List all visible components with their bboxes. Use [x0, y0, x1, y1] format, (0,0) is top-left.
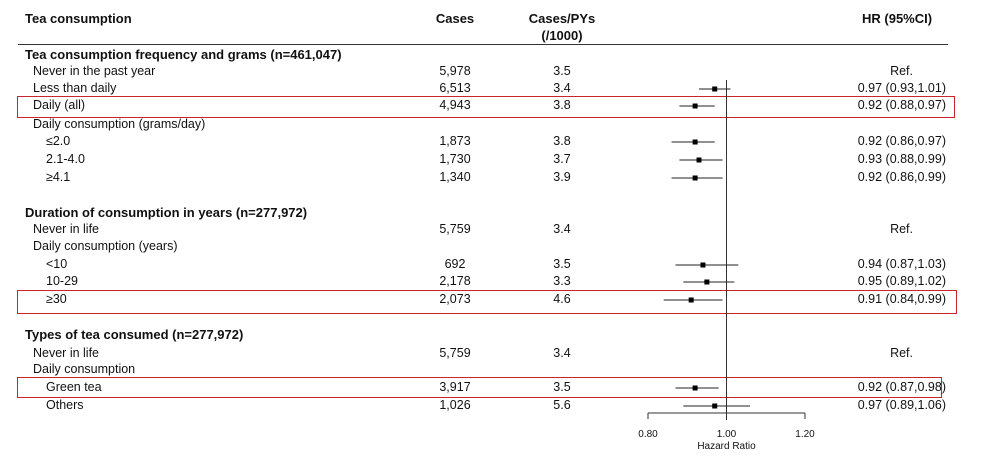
row-label: Others	[46, 398, 84, 412]
hr-point-marker	[688, 297, 694, 303]
row-rate: 3.5	[553, 64, 571, 78]
x-tick-label: 1.20	[795, 429, 815, 440]
row-hr-ci: Ref.	[890, 64, 913, 78]
hr-point-marker	[712, 403, 718, 409]
row-hr-ci: 0.92 (0.87,0.98)	[857, 380, 946, 394]
row-hr-ci: Ref.	[890, 222, 913, 236]
row-label: Daily consumption (grams/day)	[33, 117, 206, 131]
section-title-frequency: Tea consumption frequency and grams (n=4…	[25, 47, 342, 62]
row-cases: 3,917	[439, 380, 471, 394]
row-cases: 1,340	[439, 170, 471, 184]
row-cases: 2,073	[439, 292, 471, 306]
row-label: ≥30	[46, 292, 67, 306]
row-rate: 3.4	[553, 346, 571, 360]
row-cases: 5,978	[439, 64, 471, 78]
row-rate: 3.7	[553, 152, 571, 166]
hr-point-marker	[704, 279, 710, 285]
row-cases: 1,730	[439, 152, 471, 166]
row-hr-ci: 0.92 (0.88,0.97)	[857, 98, 946, 112]
row-label: Never in life	[33, 222, 99, 236]
row-cases: 6,513	[439, 81, 471, 95]
row-hr-ci: 0.92 (0.86,0.97)	[857, 134, 946, 148]
row-hr-ci: 0.93 (0.88,0.99)	[857, 152, 946, 166]
row-label: ≥4.1	[46, 170, 71, 184]
row-rate: 3.3	[553, 274, 571, 288]
header-tea-consumption: Tea consumption	[25, 11, 132, 26]
row-hr-ci: 0.95 (0.89,1.02)	[857, 274, 946, 288]
row-label: Daily (all)	[33, 98, 86, 112]
row-hr-ci: 0.94 (0.87,1.03)	[857, 257, 946, 271]
row-cases: 1,026	[439, 398, 471, 412]
row-cases: 5,759	[439, 222, 471, 236]
row-label: ≤2.0	[46, 134, 71, 148]
row-cases: 4,943	[439, 98, 471, 112]
row-rate: 3.5	[553, 257, 571, 271]
section-title-types: Types of tea consumed (n=277,972)	[25, 327, 244, 342]
row-label: <10	[46, 257, 68, 271]
section-title-duration: Duration of consumption in years (n=277,…	[25, 205, 308, 220]
highlight-box-green-tea	[17, 377, 942, 398]
row-rate: 5.6	[553, 398, 571, 412]
x-axis-title: Hazard Ratio	[697, 441, 756, 452]
row-label: 2.1-4.0	[46, 152, 85, 166]
row-label: 10-29	[46, 274, 78, 288]
hr-point-marker	[712, 86, 718, 92]
row-hr-ci: Ref.	[890, 346, 913, 360]
row-cases: 5,759	[439, 346, 471, 360]
hr-point-marker	[692, 385, 698, 391]
x-tick-label: 1.00	[717, 429, 737, 440]
row-rate: 3.9	[553, 170, 571, 184]
hr-point-marker	[692, 103, 698, 109]
hr-point-marker	[700, 262, 706, 268]
row-hr-ci: 0.97 (0.93,1.01)	[857, 81, 946, 95]
row-rate: 3.4	[553, 81, 571, 95]
hr-point-marker	[692, 175, 698, 181]
highlight-box-daily-all	[17, 96, 955, 118]
header-cases: Cases	[435, 11, 475, 26]
hr-point-marker	[692, 139, 698, 145]
row-rate: 3.5	[553, 380, 571, 394]
row-label: Never in life	[33, 346, 99, 360]
row-rate: 3.8	[553, 98, 571, 112]
row-hr-ci: 0.91 (0.84,0.99)	[857, 292, 946, 306]
row-hr-ci: 0.97 (0.89,1.06)	[857, 398, 946, 412]
header-rule	[18, 44, 948, 45]
x-tick-label: 0.80	[638, 429, 658, 440]
row-label: Daily consumption (years)	[33, 239, 178, 253]
header-per-1000: (/1000)	[541, 28, 583, 43]
row-label: Daily consumption	[33, 362, 136, 376]
highlight-box-30-years	[17, 290, 957, 314]
hr-point-marker	[696, 157, 702, 163]
row-cases: 692	[444, 257, 466, 271]
row-rate: 3.8	[553, 134, 571, 148]
row-label: Never in the past year	[33, 64, 156, 78]
row-hr-ci: 0.92 (0.86,0.99)	[857, 170, 946, 184]
row-rate: 4.6	[553, 292, 571, 306]
row-label: Green tea	[46, 380, 102, 394]
row-label: Less than daily	[33, 81, 117, 95]
header-hr-ci: HR (95%CI)	[862, 11, 933, 26]
row-cases: 1,873	[439, 134, 471, 148]
header-cases-pys: Cases/PYs	[528, 11, 596, 26]
row-cases: 2,178	[439, 274, 471, 288]
row-rate: 3.4	[553, 222, 571, 236]
